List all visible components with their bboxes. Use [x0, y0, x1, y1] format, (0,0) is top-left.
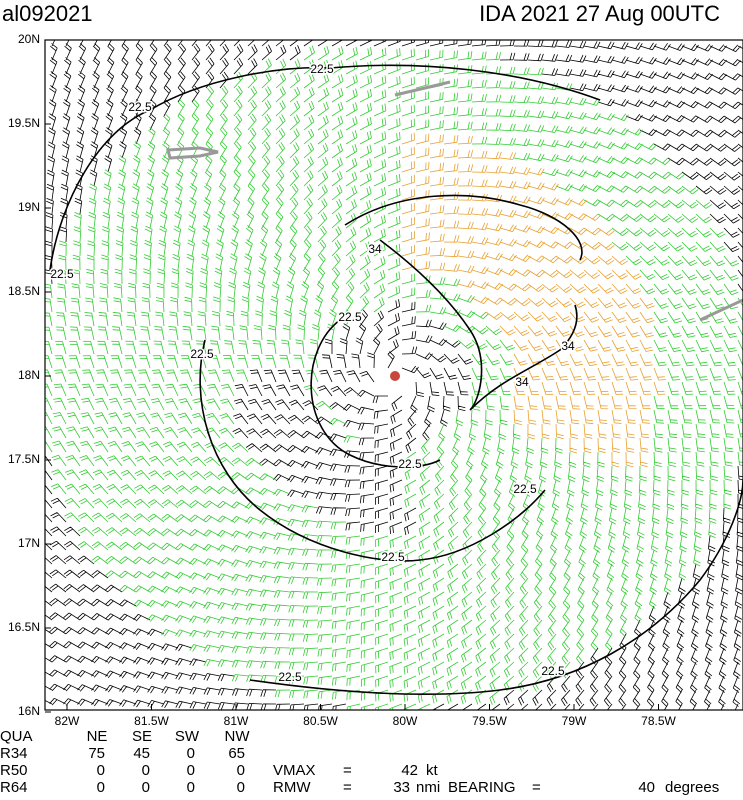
table-cell: 0 — [142, 779, 150, 796]
table-header: SW — [175, 728, 200, 745]
param-value: 42 — [401, 762, 418, 779]
y-tick-label: 16.5N — [8, 620, 40, 634]
table-cell: 0 — [237, 779, 245, 796]
x-tick-label: 79.5W — [472, 714, 507, 728]
table-header: SE — [132, 728, 152, 745]
contour-line — [344, 194, 583, 261]
contour-line — [49, 64, 601, 271]
param-eq: = — [532, 779, 541, 796]
title-left: al092021 — [2, 1, 93, 26]
table-header: NE — [87, 728, 108, 745]
x-tick-label: 80W — [393, 714, 418, 728]
y-tick-label: 19N — [18, 200, 40, 214]
y-tick-label: 16N — [18, 704, 40, 718]
x-tick-label: 78.5W — [641, 714, 676, 728]
wind-barbs-black — [45, 40, 743, 710]
param-value: 33 — [393, 779, 410, 796]
contour-label: 22.5 — [513, 482, 537, 496]
title-right: IDA 2021 27 Aug 00UTC — [479, 1, 720, 26]
table-cell: 65 — [228, 745, 245, 762]
table-cell: 0 — [187, 779, 195, 796]
plot-area: 22.5 22.5 22.5 22.5 22.5 22.5 22.5 22.5 22.5 22.5… — [45, 40, 743, 710]
table-row-label: R34 — [0, 745, 28, 762]
table-header: QUA — [0, 728, 33, 745]
x-tick-label: 82W — [55, 714, 80, 728]
y-tick-label: 20N — [18, 32, 40, 46]
contour-line — [310, 319, 441, 468]
table-row-label: R64 — [0, 779, 28, 796]
y-tick-label: 17N — [18, 536, 40, 550]
param-name: VMAX — [273, 762, 316, 779]
contour-label: 22.5 — [541, 664, 565, 678]
contour-label: 22.5 — [338, 310, 362, 324]
table-cell: 0 — [187, 745, 195, 762]
table-cell: 0 — [237, 762, 245, 779]
contour-label: 22.5 — [381, 550, 405, 564]
table-cell: 45 — [133, 745, 150, 762]
table-header: NW — [225, 728, 251, 745]
storm-center — [390, 371, 400, 381]
contour-line — [199, 339, 546, 562]
contour-label: 34 — [561, 339, 575, 353]
param-eq: = — [343, 779, 352, 796]
table-row-label: R50 — [0, 762, 28, 779]
contour-label: 22.5 — [278, 670, 302, 684]
table-cell: 0 — [187, 762, 195, 779]
contour-label: 34 — [515, 375, 529, 389]
param-value: 40 — [638, 779, 655, 796]
param-unit: nmi — [416, 779, 440, 796]
x-tick-label: 80.5W — [303, 714, 338, 728]
x-tick-label: 79W — [562, 714, 587, 728]
x-tick-label: 81W — [224, 714, 249, 728]
y-tick-label: 17.5N — [8, 452, 40, 466]
param-unit: degrees — [665, 779, 719, 796]
table-cell: 0 — [97, 779, 105, 796]
param-name: BEARING — [448, 779, 516, 796]
table-cell: 75 — [88, 745, 105, 762]
param-name: RMW — [273, 779, 311, 796]
param-unit: kt — [426, 762, 439, 779]
x-tick-label: 81.5W — [134, 714, 169, 728]
contour-label: 22.5 — [190, 347, 214, 361]
plot-frame — [44, 39, 743, 711]
contour-label: 34 — [368, 242, 382, 256]
coastline — [166, 80, 743, 322]
contour-label: 22.5 — [310, 62, 334, 76]
y-tick-label: 18N — [18, 368, 40, 382]
contour-line — [379, 239, 578, 411]
wind-barbs-green — [45, 45, 743, 710]
y-tick-label: 19.5N — [8, 116, 40, 130]
contour-label: 22.5 — [398, 457, 422, 471]
contour-label: 22.5 — [128, 100, 152, 114]
wind-barbs-orange — [401, 132, 666, 468]
table-cell: 0 — [142, 762, 150, 779]
contour-line — [249, 479, 743, 695]
table-cell: 0 — [97, 762, 105, 779]
y-tick-label: 18.5N — [8, 284, 40, 298]
param-eq: = — [343, 762, 352, 779]
contour-label: 22.5 — [50, 267, 74, 281]
